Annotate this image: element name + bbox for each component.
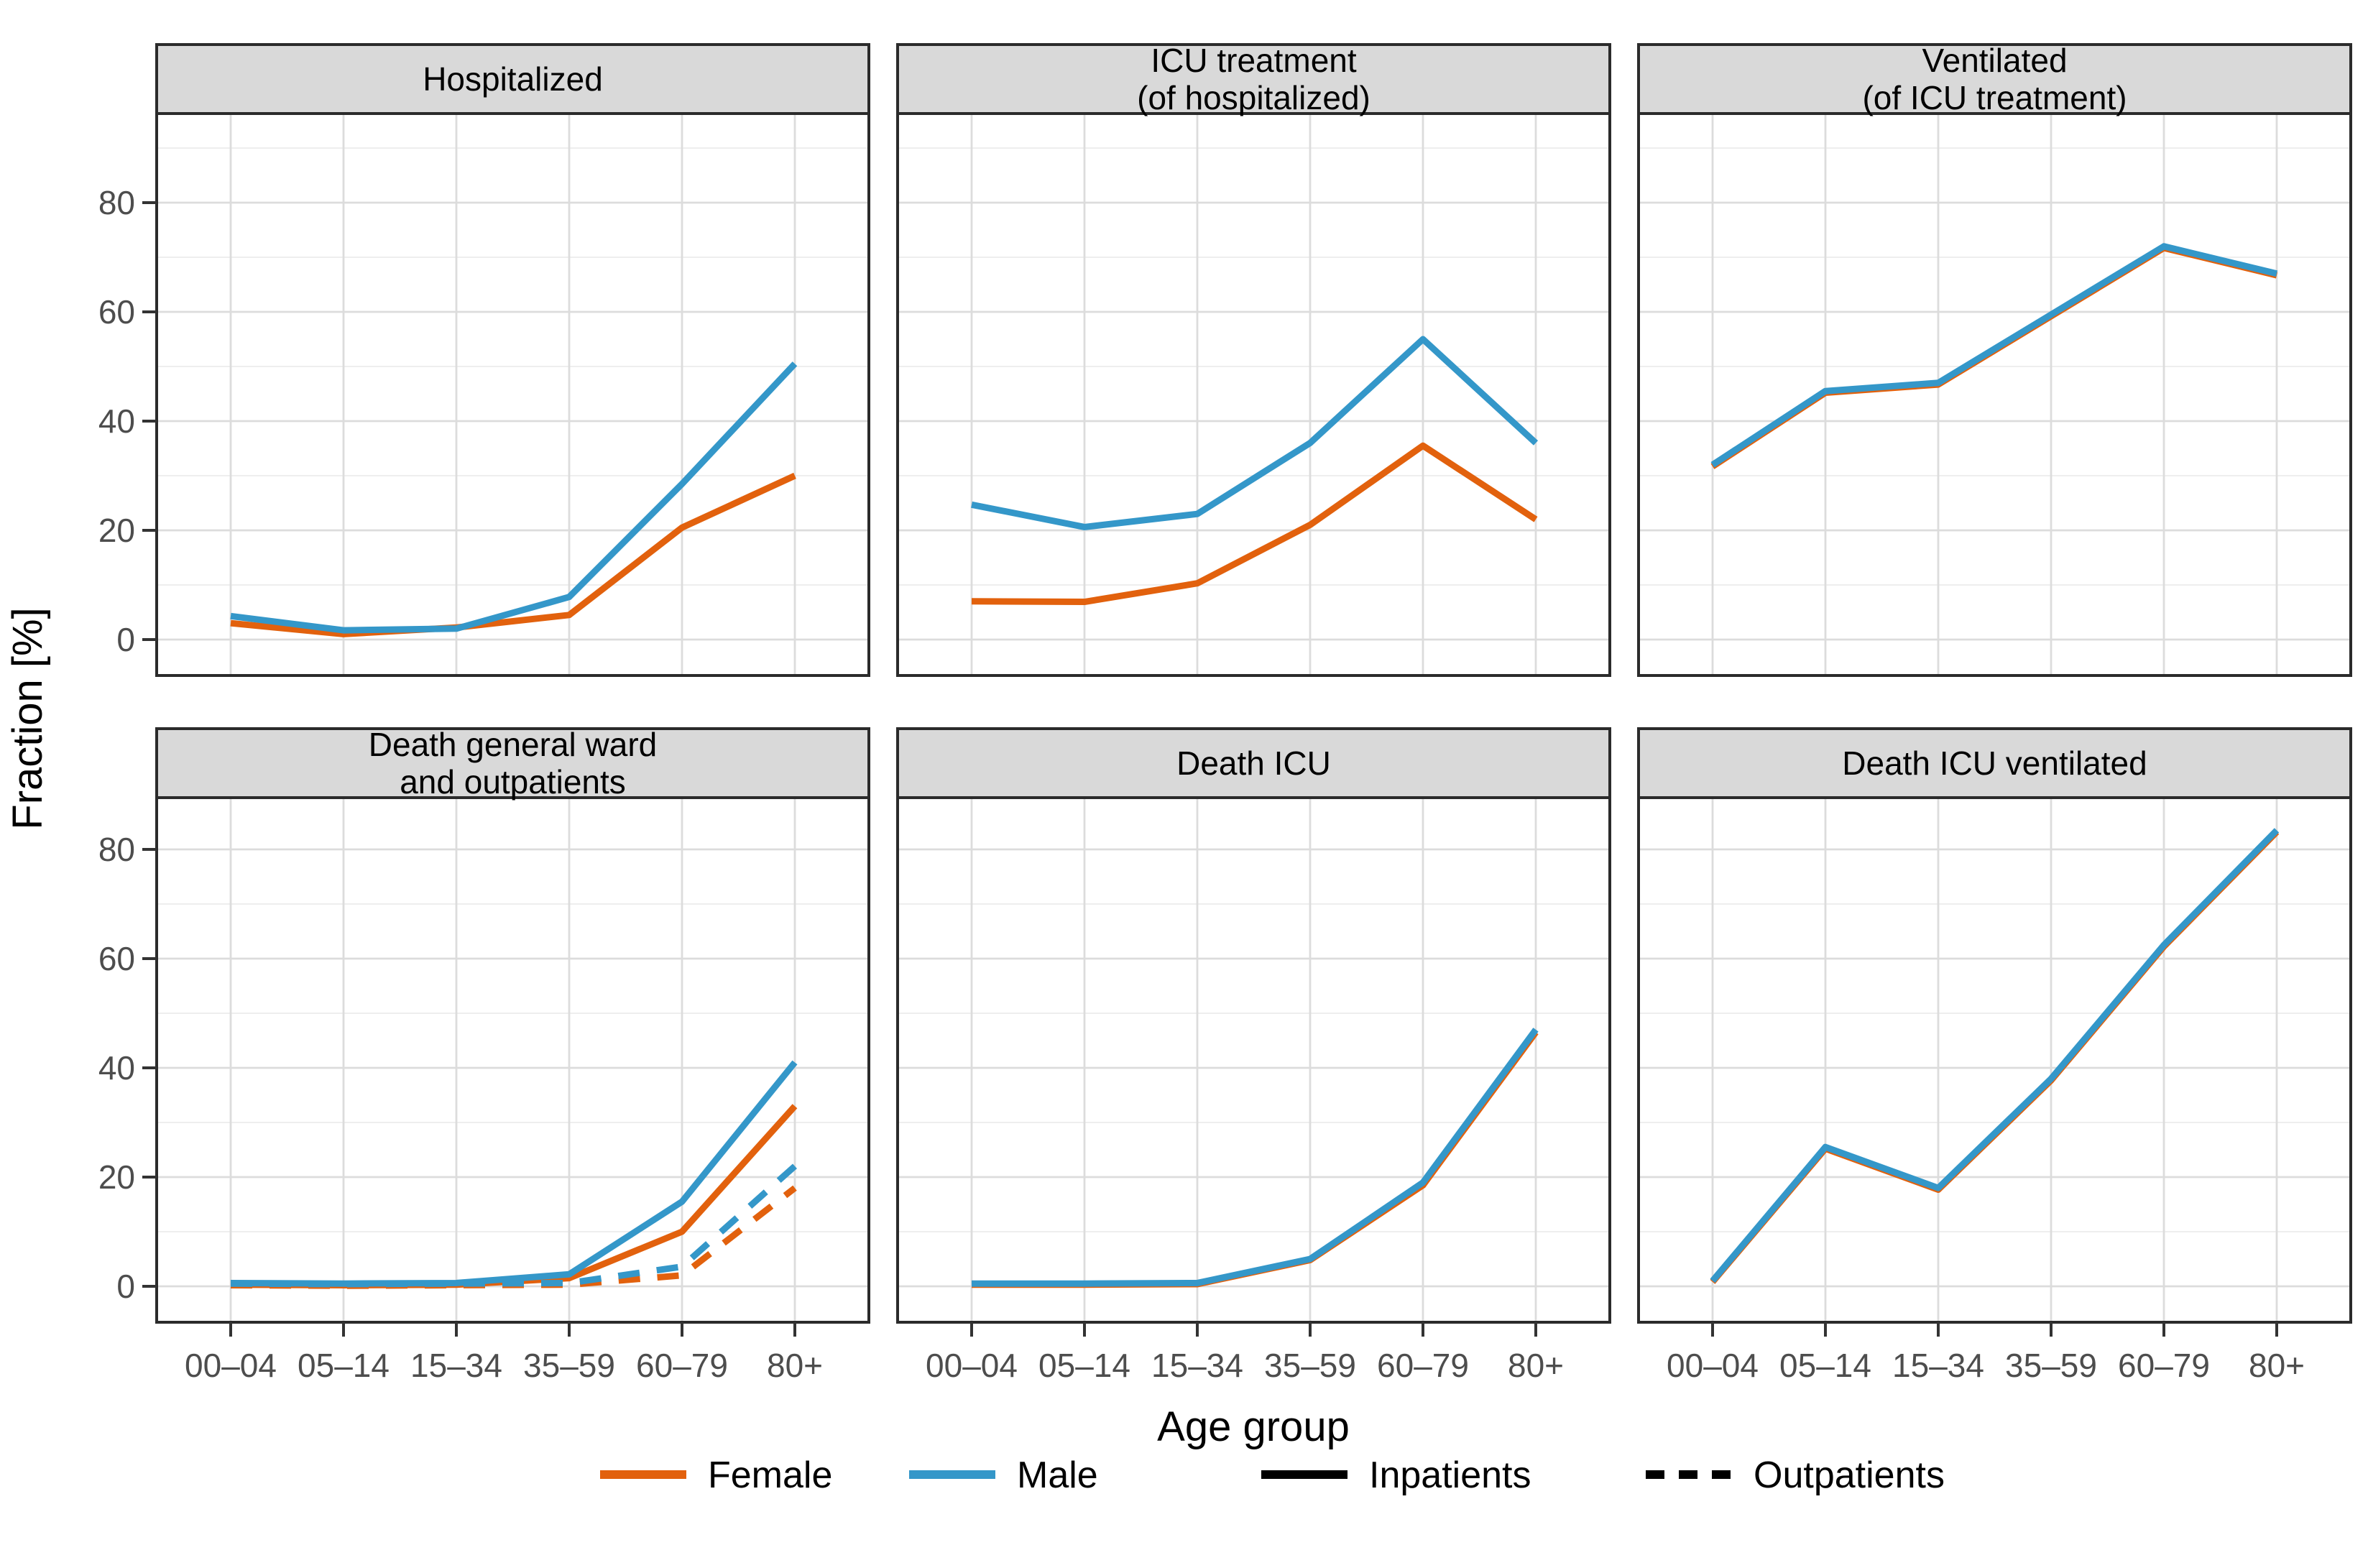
legend-label-inpatients: Inpatients bbox=[1369, 1454, 1531, 1496]
series-line-male-inpatients bbox=[1710, 243, 2278, 468]
legend-label-outpatients: Outpatients bbox=[1754, 1454, 1945, 1496]
strip-title: Death ICU ventilated bbox=[1842, 744, 2147, 782]
y-axis-title: Fraction [%] bbox=[4, 607, 51, 829]
x-tick-label: 15–34 bbox=[1892, 1347, 1984, 1384]
series-line-male-inpatients bbox=[230, 361, 798, 634]
x-tick-label: 80+ bbox=[2249, 1347, 2305, 1384]
x-axis-title: Age group bbox=[1157, 1403, 1350, 1450]
y-tick-label: 20 bbox=[98, 512, 135, 549]
panel-background bbox=[898, 798, 1610, 1322]
facet-panels: Hospitalized ICU treatment (of hospitalize… bbox=[155, 42, 2352, 1324]
panel-background bbox=[1639, 798, 2351, 1322]
series-line-male-inpatients bbox=[1710, 828, 2280, 1283]
x-tick-label: 15–34 bbox=[410, 1347, 502, 1384]
panel-background bbox=[157, 798, 869, 1322]
legend-label-male: Male bbox=[1017, 1454, 1098, 1496]
facet-panel-death-icu: Death ICU bbox=[896, 727, 1611, 1324]
facet-panel-ventilated-of-icu-treatment: Ventilated (of ICU treatment) bbox=[1637, 42, 2352, 677]
x-tick-label: 80+ bbox=[767, 1347, 823, 1384]
x-tick-label: 35–59 bbox=[2005, 1347, 2097, 1384]
panel-background bbox=[898, 114, 1610, 675]
strip-title: Death ICU bbox=[1176, 744, 1331, 782]
x-tick-label: 60–79 bbox=[1377, 1347, 1469, 1384]
y-tick-label: 60 bbox=[98, 940, 135, 977]
strip-header bbox=[1637, 43, 2352, 115]
x-tick-label: 80+ bbox=[1508, 1347, 1564, 1384]
x-axis: 00–04 05–14 15–34 35–59 60–79 80+ 00–04 05–14 15… bbox=[185, 1322, 2305, 1384]
y-tick-label: 20 bbox=[98, 1158, 135, 1196]
x-tick-label: 05–14 bbox=[1779, 1347, 1871, 1384]
x-tick-label: 05–14 bbox=[298, 1347, 390, 1384]
strip-header bbox=[155, 727, 870, 799]
x-tick-label: 00–04 bbox=[185, 1347, 277, 1384]
strip-header bbox=[155, 43, 870, 115]
y-tick-label: 40 bbox=[98, 1049, 135, 1087]
y-tick-label: 0 bbox=[116, 621, 135, 658]
x-tick-label: 00–04 bbox=[1667, 1347, 1759, 1384]
facet-panel-hospitalized: Hospitalized bbox=[155, 43, 870, 677]
series-line-male-inpatients bbox=[972, 1028, 1539, 1287]
strip-header bbox=[896, 727, 1611, 799]
panel-background bbox=[1639, 114, 2351, 675]
strip-title: Ventilated (of ICU treatment) bbox=[1862, 42, 2127, 116]
x-tick-label: 00–04 bbox=[926, 1347, 1018, 1384]
series-line-male-outpatients bbox=[230, 1163, 797, 1288]
y-axis: 0 20 40 60 80 0 20 40 60 80 bbox=[98, 184, 157, 1305]
strip-header bbox=[896, 43, 1611, 115]
y-tick-label: 40 bbox=[98, 402, 135, 440]
panel-background bbox=[157, 114, 869, 675]
y-tick-label: 0 bbox=[116, 1268, 135, 1305]
x-tick-label: 60–79 bbox=[636, 1347, 728, 1384]
x-tick-label: 05–14 bbox=[1038, 1347, 1130, 1384]
legend-item-male: Male bbox=[909, 1454, 1098, 1496]
series-line-male-inpatients bbox=[971, 336, 1539, 530]
legend: Female Male Inpatients Outpatients bbox=[600, 1454, 1945, 1496]
y-tick-label: 80 bbox=[98, 831, 135, 868]
legend-item-female: Female bbox=[600, 1454, 832, 1496]
x-tick-label: 60–79 bbox=[2118, 1347, 2210, 1384]
legend-label-female: Female bbox=[708, 1454, 832, 1496]
facet-panel-icu-treatment-of-hospitalized: ICU treatment (of hospitalized) bbox=[896, 42, 1611, 677]
x-tick-label: 35–59 bbox=[1264, 1347, 1356, 1384]
series-line-female-inpatients bbox=[230, 472, 796, 637]
y-tick-label: 80 bbox=[98, 184, 135, 221]
x-tick-label: 15–34 bbox=[1151, 1347, 1243, 1384]
y-tick-label: 60 bbox=[98, 293, 135, 331]
facet-panel-death-general-ward-and-outpatients: Death general ward and outpatients bbox=[155, 726, 870, 1324]
facet-panel-death-icu-ventilated: Death ICU ventilated bbox=[1637, 727, 2352, 1324]
strip-header bbox=[1637, 727, 2352, 799]
series-line-female-inpatients bbox=[971, 442, 1538, 606]
legend-item-outpatients: Outpatients bbox=[1646, 1454, 1945, 1496]
strip-title: Death general ward and outpatients bbox=[369, 726, 657, 801]
strip-title: ICU treatment (of hospitalized) bbox=[1137, 42, 1370, 116]
x-tick-label: 35–59 bbox=[523, 1347, 615, 1384]
legend-item-inpatients: Inpatients bbox=[1261, 1454, 1531, 1496]
strip-title: Hospitalized bbox=[423, 60, 603, 98]
